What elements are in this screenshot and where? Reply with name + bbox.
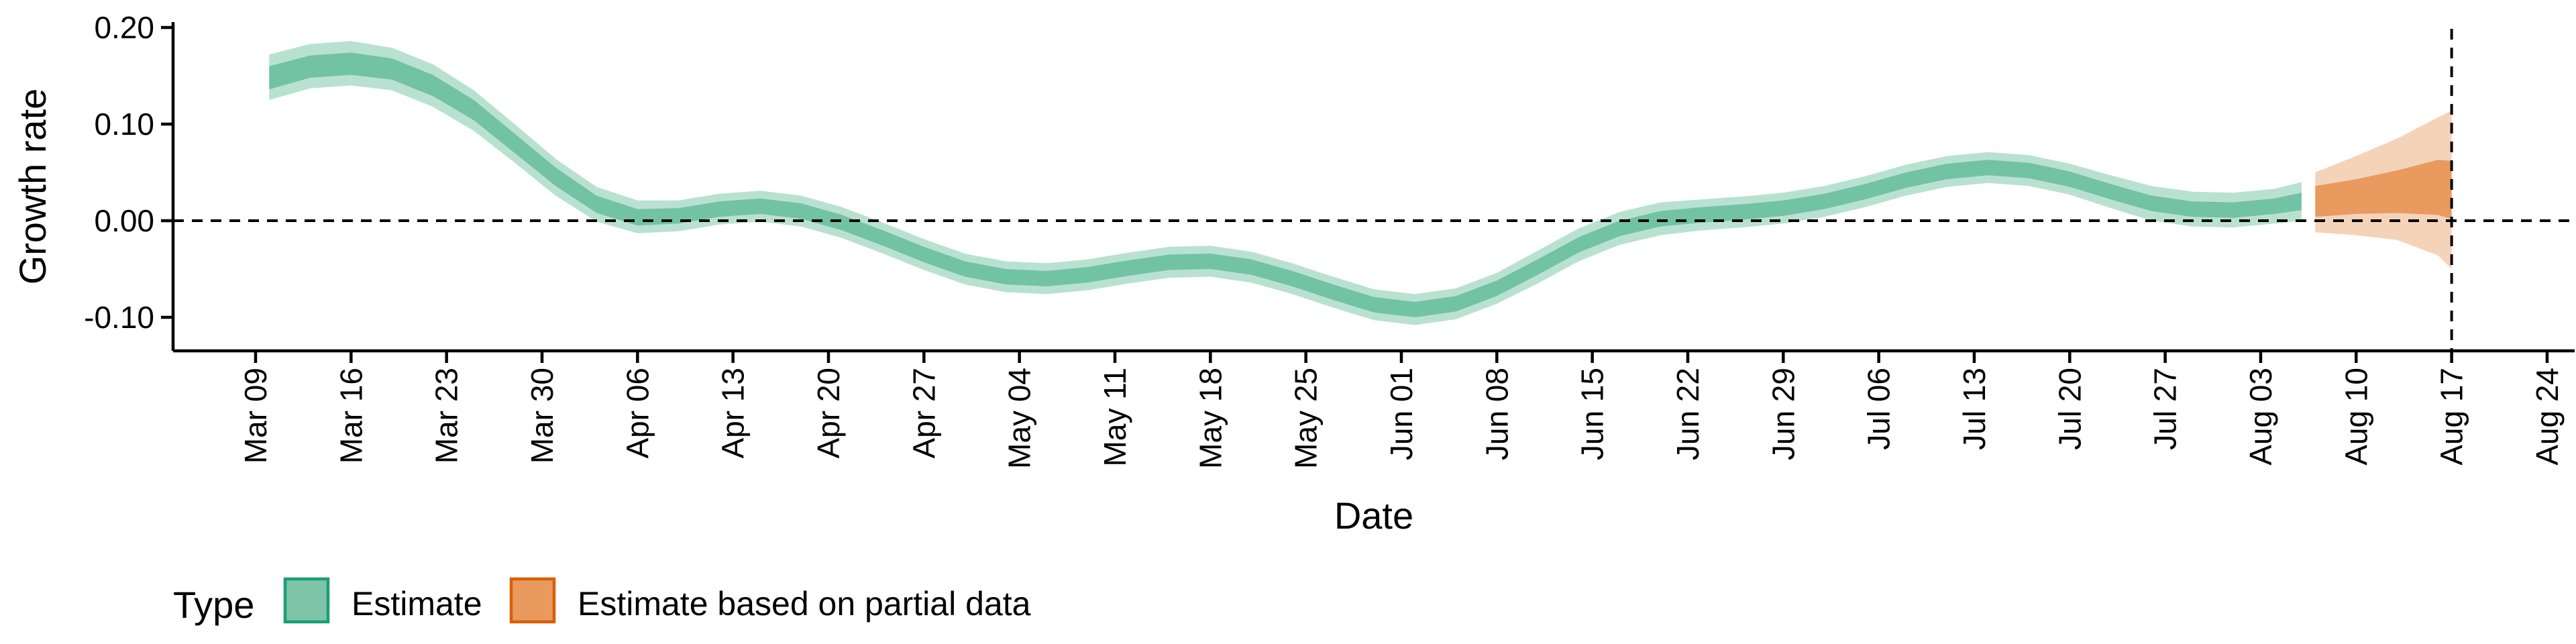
- y-tick-label: -0.10: [84, 300, 154, 335]
- estimate-inner-band: [269, 52, 2302, 318]
- x-tick-label: Aug 17: [2434, 368, 2469, 466]
- x-tick-label: Mar 16: [333, 368, 368, 464]
- x-tick-label: Apr 27: [906, 368, 941, 459]
- x-tick-label: Jun 22: [1670, 368, 1705, 460]
- x-tick-label: Aug 10: [2339, 368, 2373, 466]
- x-tick-label: Jul 13: [1957, 368, 1992, 450]
- x-tick-label: Jul 06: [1862, 368, 1896, 450]
- x-tick-label: Aug 24: [2530, 368, 2565, 466]
- x-tick-label: Jul 27: [2148, 368, 2183, 450]
- x-tick-label: Mar 09: [238, 368, 273, 464]
- x-tick-label: May 25: [1289, 368, 1324, 469]
- x-tick-label: Mar 23: [429, 368, 464, 464]
- legend-entries: Estimate Estimate based on partial data: [283, 577, 1031, 624]
- legend-key-partial-estimate: [509, 577, 556, 624]
- legend: Type Estimate Estimate based on partial d…: [173, 577, 1031, 626]
- y-tick-label: 0.10: [94, 107, 154, 142]
- x-tick-label: May 18: [1193, 368, 1228, 469]
- x-tick-label: Jun 01: [1384, 368, 1419, 460]
- axes: -0.100.000.100.20 Mar 09 Mar 16 Mar 23 Mar …: [84, 10, 2575, 469]
- x-tick-label: Aug 03: [2243, 368, 2278, 466]
- x-tick-label: May 11: [1097, 368, 1132, 466]
- legend-label-estimate: Estimate: [352, 585, 482, 623]
- x-ticks: Mar 09 Mar 16 Mar 23 Mar 30 Apr 06 Apr 13 Apr …: [238, 351, 2565, 469]
- y-tick-label: 0.20: [94, 10, 154, 45]
- x-axis-title: Date: [1334, 494, 1413, 537]
- y-ticks: -0.10 0.00 0.10 0.20: [84, 10, 173, 335]
- legend-label-partial-estimate: Estimate based on partial data: [578, 585, 1031, 623]
- x-tick-label: Jun 29: [1766, 368, 1801, 460]
- partial-estimate-inner-band: [2315, 160, 2452, 219]
- x-tick-label: Apr 20: [811, 368, 846, 459]
- legend-key-estimate: [283, 577, 330, 624]
- x-tick-label: Apr 06: [620, 368, 655, 459]
- x-tick-label: Mar 30: [525, 368, 559, 464]
- legend-title: Type: [173, 584, 254, 626]
- x-tick-label: Jul 20: [2052, 368, 2087, 450]
- y-tick-label: 0.00: [94, 203, 154, 238]
- y-axis-title: Growth rate: [11, 89, 54, 285]
- x-tick-label: Apr 13: [716, 368, 751, 459]
- x-tick-label: Jun 08: [1479, 368, 1514, 460]
- reference-lines: [173, 29, 2575, 351]
- x-tick-label: Jun 15: [1575, 368, 1610, 460]
- band-layer: [269, 41, 2452, 325]
- x-tick-label: May 04: [1002, 368, 1037, 469]
